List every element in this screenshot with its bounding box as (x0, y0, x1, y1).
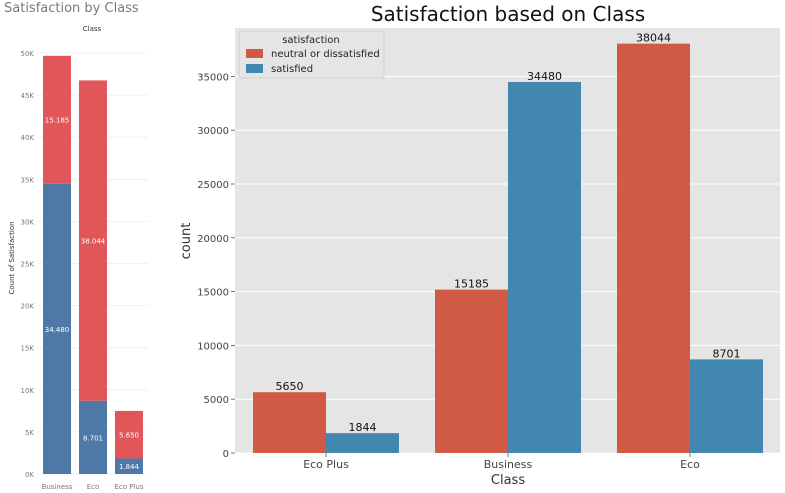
right-bar-value-label: 5650 (276, 380, 304, 393)
legend: satisfaction neutral or dissatisfied sat… (238, 30, 385, 79)
left-bar-value-label: 38.044 (81, 238, 106, 246)
left-bars: 34.480 15.185 8.701 38.044 1.844 5.650 (43, 55, 143, 474)
legend-swatch-neutral (246, 49, 263, 58)
right-bar-value-label: 34480 (527, 70, 562, 83)
left-bar-value-label: 15.185 (45, 117, 70, 125)
right-y-ticks: 0 5000 10000 15000 20000 25000 30000 35000 (197, 72, 235, 460)
left-bar-value-label: 8.701 (83, 434, 103, 442)
legend-label-neutral: neutral or dissatisfied (271, 49, 380, 60)
right-bar-value-label: 38044 (636, 32, 671, 45)
right-y-tick-label: 25000 (197, 180, 229, 191)
right-bar-eco-plus-satisfied (326, 433, 399, 453)
legend-title: satisfaction (282, 35, 340, 46)
left-chart-header: Class (83, 25, 102, 33)
right-y-tick-label: 30000 (197, 126, 229, 137)
left-y-tick-label: 30K (21, 218, 35, 226)
right-bar-value-label: 8701 (713, 347, 741, 360)
legend-label-satisfied: satisfied (271, 64, 313, 75)
right-y-tick-label: 0 (223, 449, 229, 460)
legend-swatch-satisfied (246, 64, 263, 73)
right-y-tick-label: 20000 (197, 234, 229, 245)
right-data-labels: 5650 1844 15185 34480 38044 8701 (276, 32, 741, 434)
right-bar-eco-satisfied (690, 359, 763, 453)
left-x-tick-label: Business (42, 483, 73, 491)
left-y-tick-label: 50K (21, 50, 35, 58)
left-chart-title: Satisfaction by Class (4, 1, 139, 16)
right-bar-eco-plus-neutral (253, 392, 326, 453)
right-x-tick-label: Eco (680, 458, 700, 471)
right-x-tick-label: Eco Plus (303, 458, 349, 471)
left-y-tick-label: 20K (21, 303, 35, 311)
right-bar-eco-neutral (617, 43, 690, 453)
right-chart-title: Satisfaction based on Class (371, 2, 645, 26)
right-y-axis-label: count (179, 223, 194, 260)
left-bar-eco-plus-neutral (115, 410, 143, 459)
legend-box (238, 30, 385, 79)
right-bar-value-label: 1844 (349, 421, 377, 434)
left-bar-business-neutral (43, 55, 71, 184)
left-stacked-bar-chart: Class Count of Satisfaction 0K 5K 10K 15K 20… (8, 25, 148, 491)
left-bar-value-label: 34.480 (45, 326, 70, 334)
left-bar-value-label: 5.650 (119, 432, 139, 440)
right-x-ticks: Eco Plus Business Eco (303, 453, 700, 471)
left-bar-eco-plus-satisfied (115, 458, 143, 474)
left-y-tick-label: 45K (21, 92, 35, 100)
left-y-tick-label: 35K (21, 176, 35, 184)
right-y-tick-label: 35000 (197, 72, 229, 83)
right-bar-business-neutral (435, 289, 508, 453)
right-bar-business-satisfied (508, 82, 581, 453)
right-bar-value-label: 15185 (454, 278, 489, 291)
left-x-ticks: Business Eco Eco Plus (42, 483, 144, 491)
left-y-tick-label: 10K (21, 387, 35, 395)
right-y-tick-label: 15000 (197, 288, 229, 299)
left-x-tick-label: Eco (87, 483, 100, 491)
right-y-tick-label: 10000 (197, 341, 229, 352)
right-x-axis-label: Class (491, 473, 525, 488)
left-y-tick-label: 0K (25, 471, 34, 479)
left-bar-eco-neutral (79, 80, 107, 401)
left-y-ticks: 0K 5K 10K 15K 20K 25K 30K 35K 40K 45K 50K (21, 50, 35, 479)
left-y-axis-label: Count of Satisfaction (8, 221, 16, 294)
left-x-tick-label: Eco Plus (114, 483, 143, 491)
left-y-tick-label: 15K (21, 345, 35, 353)
right-x-tick-label: Business (484, 458, 533, 471)
left-bar-eco-satisfied (79, 400, 107, 474)
right-bars (253, 43, 763, 453)
left-bar-value-label: 1.844 (119, 463, 140, 471)
left-y-tick-label: 5K (25, 429, 34, 437)
right-y-tick-label: 5000 (204, 395, 229, 406)
left-bar-business-satisfied (43, 183, 71, 474)
left-y-tick-label: 25K (21, 261, 35, 269)
left-y-tick-label: 40K (21, 134, 35, 142)
